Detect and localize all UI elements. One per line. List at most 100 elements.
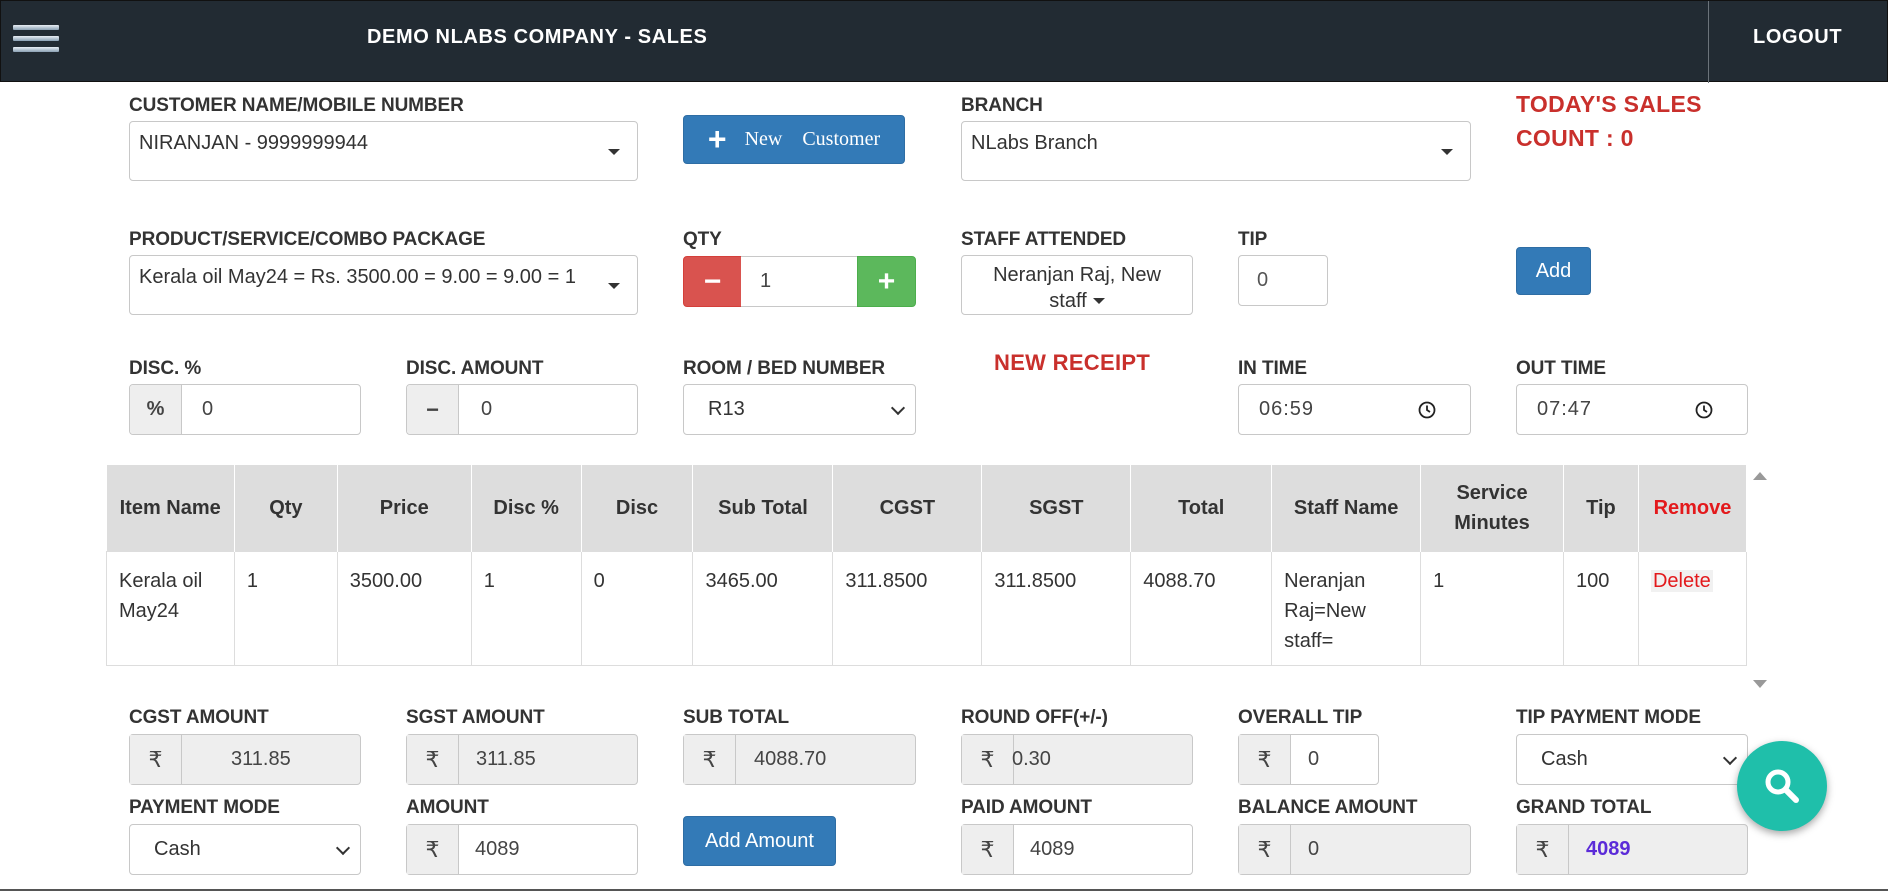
room-select[interactable]: R13 xyxy=(683,384,916,435)
search-fab-button[interactable] xyxy=(1737,741,1827,831)
column-header-tip: Tip xyxy=(1563,465,1639,551)
column-header-price: Price xyxy=(337,465,472,551)
todays-sales-count: TODAY'S SALES COUNT : 0 xyxy=(1516,87,1702,155)
out-time-input[interactable]: 07:47 xyxy=(1516,384,1748,435)
disc-amount-placeholder: 0 xyxy=(481,398,493,420)
disc-amount-label: DISC. AMOUNT xyxy=(406,358,544,379)
paid-amount-input[interactable]: ₹ 4089 xyxy=(961,824,1193,875)
paid-amount-value: 4089 xyxy=(1030,838,1075,860)
grand-total-field: ₹ 4089 xyxy=(1516,824,1748,875)
todays-sales-line1: TODAY'S SALES xyxy=(1516,91,1702,117)
logout-link[interactable]: LOGOUT xyxy=(1753,26,1843,48)
grand-total-label: GRAND TOTAL xyxy=(1516,797,1652,818)
cell-cgst: 311.8500 xyxy=(832,550,983,666)
in-time-input[interactable]: 06:59 xyxy=(1238,384,1471,435)
scroll-up-arrow-icon[interactable] xyxy=(1753,472,1767,480)
grand-total-value: 4089 xyxy=(1586,838,1631,860)
disc-amount-input[interactable]: − 0 xyxy=(406,384,638,435)
column-header-item-name: Item Name xyxy=(106,465,235,551)
balance-amount-field: ₹ 0 xyxy=(1238,824,1471,875)
caret-down-icon xyxy=(1441,149,1453,155)
round-off-label: ROUND OFF(+/-) xyxy=(961,707,1108,728)
sub-total-value: 4088.70 xyxy=(754,748,827,770)
add-item-button[interactable]: Add xyxy=(1516,247,1591,295)
column-header-sub-total: Sub Total xyxy=(692,465,834,551)
product-select[interactable]: Kerala oil May24 = Rs. 3500.00 = 9.00 = … xyxy=(129,255,638,315)
amount-label: AMOUNT xyxy=(406,797,489,818)
percent-icon: % xyxy=(130,385,182,434)
customer-select-value: NIRANJAN - 9999999944 xyxy=(139,132,369,154)
add-amount-button[interactable]: Add Amount xyxy=(683,816,836,866)
column-header-staff-name: Staff Name xyxy=(1271,465,1422,551)
column-header-qty: Qty xyxy=(234,465,338,551)
room-label: ROOM / BED NUMBER xyxy=(683,358,886,379)
payment-mode-select[interactable]: Cash xyxy=(129,824,361,875)
cell-sgst: 311.8500 xyxy=(981,550,1132,666)
disc-pct-placeholder: 0 xyxy=(202,398,214,420)
cell-item-name: Kerala oil May24 xyxy=(106,550,235,666)
qty-decrement-button[interactable]: − xyxy=(683,256,742,307)
caret-down-icon xyxy=(1092,298,1105,304)
clock-icon[interactable] xyxy=(1695,401,1713,419)
branch-label: BRANCH xyxy=(961,95,1043,116)
tip-payment-mode-label: TIP PAYMENT MODE xyxy=(1516,707,1701,728)
caret-down-icon xyxy=(608,283,620,289)
bottom-border xyxy=(0,889,1888,891)
column-header-service-minutes: Service Minutes xyxy=(1420,465,1564,551)
delete-row-link[interactable]: Delete xyxy=(1650,569,1713,592)
tip-input[interactable]: 0 xyxy=(1238,255,1328,306)
tip-payment-mode-select[interactable]: Cash xyxy=(1516,734,1748,785)
out-time-label: OUT TIME xyxy=(1516,358,1606,379)
cgst-label: CGST AMOUNT xyxy=(129,707,269,728)
cell-remove: Delete xyxy=(1637,550,1748,666)
search-icon xyxy=(1765,769,1799,803)
overall-tip-input[interactable]: ₹ 0 xyxy=(1238,734,1379,785)
new-customer-button[interactable]: + New Customer xyxy=(683,115,905,164)
staff-multiselect[interactable]: Neranjan Raj, New staff xyxy=(961,255,1193,315)
cell-disc-pct: 1 xyxy=(470,550,582,666)
column-header-remove: Remove xyxy=(1638,465,1748,551)
caret-down-icon xyxy=(608,149,620,155)
rupee-icon: ₹ xyxy=(1517,825,1569,874)
navbar-divider xyxy=(1708,1,1709,83)
qty-increment-button[interactable]: + xyxy=(857,256,916,307)
sgst-amount-field: ₹ 311.85 xyxy=(406,734,638,785)
disc-pct-label: DISC. % xyxy=(129,358,202,379)
round-off-field: ₹ 0.30 xyxy=(961,734,1193,785)
cell-disc: 0 xyxy=(580,550,694,666)
tip-input-placeholder: 0 xyxy=(1257,269,1269,291)
amount-input[interactable]: ₹ 4089 xyxy=(406,824,638,875)
column-header-total: Total xyxy=(1130,465,1273,551)
in-time-value: 06:59 xyxy=(1259,398,1315,420)
cell-tip: 100 xyxy=(1562,550,1639,666)
new-customer-word1: New xyxy=(744,128,783,150)
hamburger-menu-icon[interactable] xyxy=(13,25,59,55)
scroll-down-arrow-icon[interactable] xyxy=(1753,680,1767,688)
tip-payment-mode-value: Cash xyxy=(1541,748,1588,770)
rupee-icon: ₹ xyxy=(962,825,1014,874)
disc-pct-input[interactable]: % 0 xyxy=(129,384,361,435)
cell-total: 4088.70 xyxy=(1130,550,1273,666)
qty-input[interactable]: 1 xyxy=(741,256,858,307)
column-header-sgst: SGST xyxy=(981,465,1132,551)
cell-price: 3500.00 xyxy=(336,550,472,666)
paid-amount-label: PAID AMOUNT xyxy=(961,797,1092,818)
sgst-amount-value: 311.85 xyxy=(476,748,536,770)
plus-icon: + xyxy=(707,121,727,157)
table-header-row: Item Name Qty Price Disc % Disc Sub Tota… xyxy=(106,465,1748,551)
cell-qty: 1 xyxy=(233,550,338,666)
rupee-icon: ₹ xyxy=(407,735,459,784)
clock-icon[interactable] xyxy=(1418,401,1436,419)
sales-items-table: Item Name Qty Price Disc % Disc Sub Tota… xyxy=(106,465,1748,666)
customer-select[interactable]: NIRANJAN - 9999999944 xyxy=(129,121,638,181)
qty-label: QTY xyxy=(683,229,722,250)
branch-select-value: NLabs Branch xyxy=(971,132,1098,154)
sub-total-label: SUB TOTAL xyxy=(683,707,790,728)
branch-select[interactable]: NLabs Branch xyxy=(961,121,1471,181)
cell-sub-total: 3465.00 xyxy=(692,550,834,666)
overall-tip-value: 0 xyxy=(1308,748,1320,770)
cell-service-minutes: 1 xyxy=(1420,550,1564,666)
staff-label: STAFF ATTENDED xyxy=(961,229,1127,250)
cell-staff-name: Neranjan Raj=New staff= xyxy=(1271,550,1422,666)
new-receipt-label: NEW RECEIPT xyxy=(994,350,1151,375)
